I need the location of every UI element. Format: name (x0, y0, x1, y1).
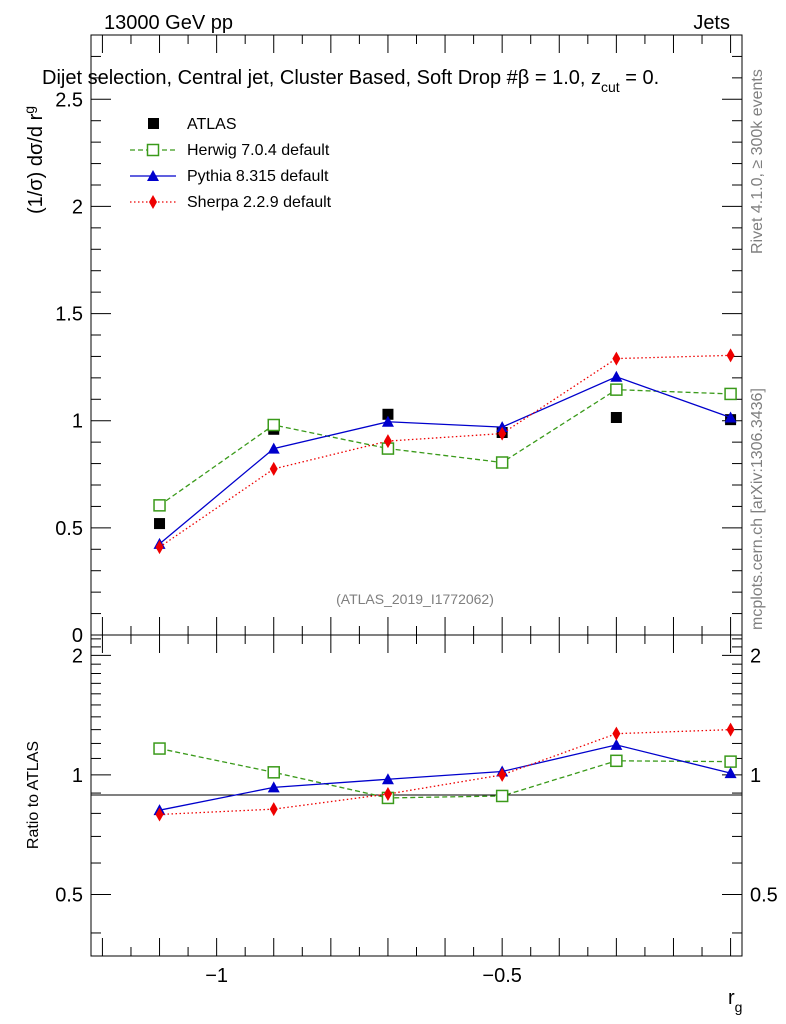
pythia-point (724, 767, 737, 779)
sherpa-point (612, 726, 621, 741)
pythia-point (267, 442, 280, 454)
herwig-point (610, 754, 623, 768)
x-axis-label: rg (728, 987, 742, 1015)
herwig-point (267, 766, 280, 779)
ratio-y-axis-label: Ratio to ATLAS (25, 741, 42, 849)
pythia-series-line (159, 376, 731, 545)
sherpa-point (498, 426, 507, 441)
herwig-point (724, 387, 737, 401)
herwig-point (267, 418, 280, 432)
pythia-point (724, 411, 737, 423)
y-tick-label: 0.5 (55, 518, 83, 540)
sherpa-point (269, 461, 278, 476)
sherpa-point (498, 767, 507, 782)
legend-pythia-marker (147, 170, 159, 181)
main-axes: 0 0.5 1 1.5 2 2.5 (55, 34, 742, 647)
herwig-point (153, 499, 166, 512)
ratio-axes: −1 −0.5 0.5 0.5 1 1 2 2 (55, 635, 778, 987)
legend-herwig-marker (146, 143, 160, 157)
ratio-y-tick-label-right: 0.5 (750, 884, 778, 906)
y-tick-label: 2 (72, 196, 83, 218)
sherpa-point (383, 434, 392, 449)
y-tick-label: 2.5 (55, 89, 83, 111)
pythia-point (610, 370, 623, 382)
x-tick-label: −0.5 (482, 965, 521, 987)
main-series-marks (153, 348, 737, 555)
main-y-axis-label: (1/σ) dσ/d rg (21, 106, 47, 214)
y-tick-label: 1 (72, 411, 83, 433)
ratio-y-tick-label-right: 2 (750, 645, 761, 667)
rivet-version-label: Rivet 4.1.0, ≥ 300k events (749, 69, 766, 254)
atlas-data-point (154, 518, 166, 530)
herwig-series-line (159, 747, 731, 799)
pythia-point (381, 415, 394, 427)
ratio-y-tick-label: 2 (72, 645, 83, 667)
selection-label: Dijet selection, Central jet, Cluster Ba… (42, 67, 659, 95)
legend-atlas-label: ATLAS (187, 116, 237, 133)
category-label: Jets (693, 12, 730, 34)
legend: ATLAS Herwig 7.0.4 default Pythia 8.315 … (130, 116, 332, 211)
herwig-point (724, 755, 737, 768)
pythia-point (381, 773, 394, 785)
atlas-data-point (610, 412, 622, 423)
sherpa-series-line (159, 728, 731, 816)
y-tick-label: 1.5 (55, 304, 83, 326)
x-tick-label: −1 (205, 965, 228, 987)
legend-pythia-label: Pythia 8.315 default (187, 168, 329, 185)
sherpa-point (726, 722, 735, 737)
y-tick-label: 0 (72, 625, 83, 647)
atlas-data-point (382, 408, 394, 420)
herwig-point (495, 456, 509, 469)
ratio-y-tick-label: 1 (72, 765, 83, 787)
sherpa-series-line (159, 354, 731, 548)
sherpa-point (155, 540, 164, 555)
ratio-y-tick-label: 0.5 (55, 884, 83, 906)
legend-sherpa-marker (149, 195, 157, 209)
pythia-series-line (159, 744, 731, 811)
sherpa-point (726, 348, 735, 363)
energy-label: 13000 GeV pp (104, 12, 233, 34)
herwig-point (153, 742, 166, 755)
pythia-point (267, 781, 280, 793)
herwig-series-line (159, 388, 731, 506)
herwig-point (495, 789, 509, 803)
sherpa-point (269, 802, 278, 817)
mcplots-label: mcplots.cern.ch [arXiv:1306.3436] (749, 388, 766, 630)
sherpa-point (383, 787, 392, 802)
ratio-y-tick-label-right: 1 (750, 765, 761, 787)
ratio-series-marks (153, 722, 737, 822)
legend-atlas-marker (148, 118, 159, 129)
sherpa-point (155, 807, 164, 822)
sherpa-point (612, 351, 621, 366)
legend-sherpa-label: Sherpa 2.2.9 default (187, 194, 332, 211)
pythia-point (610, 738, 623, 750)
analysis-id-label: (ATLAS_2019_I1772062) (336, 591, 494, 607)
legend-herwig-label: Herwig 7.0.4 default (187, 142, 330, 159)
herwig-point (610, 383, 623, 396)
